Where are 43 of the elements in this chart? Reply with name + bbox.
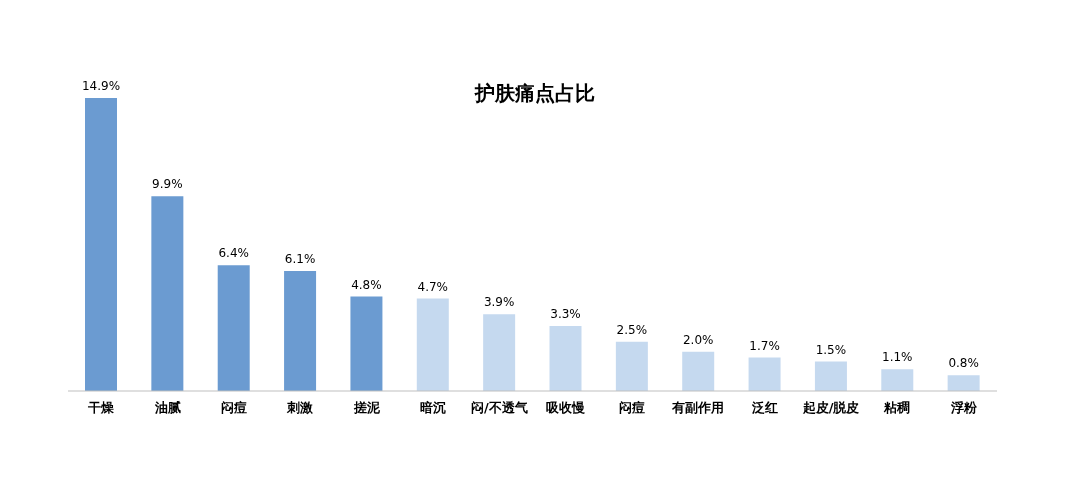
- bar: [947, 375, 980, 391]
- data-label: 1.1%: [882, 350, 913, 365]
- x-tick-label: 刺激: [286, 400, 315, 416]
- x-tick-label: 浮粉: [949, 400, 978, 416]
- bar: [615, 341, 648, 391]
- x-tick-label: 吸收慢: [546, 400, 586, 416]
- x-tick-label: 粘稠: [883, 400, 911, 416]
- bar: [85, 98, 117, 391]
- data-label: 2.0%: [682, 332, 714, 347]
- x-tick-label: 闷痘: [619, 400, 646, 416]
- bar: [682, 351, 715, 391]
- data-label: 1.5%: [815, 342, 847, 357]
- x-tick-label: 闷痘: [220, 400, 247, 416]
- data-label: 4.7%: [417, 279, 449, 294]
- data-label: 6.4%: [218, 246, 249, 261]
- x-tick-label: 干燥: [87, 400, 115, 416]
- data-label: 6.1%: [284, 252, 316, 267]
- x-tick-label: 油腻: [153, 400, 181, 416]
- bar: [151, 196, 184, 391]
- x-tick-label: 有副作用: [671, 400, 725, 416]
- x-tick-label: 搓泥: [352, 400, 381, 416]
- x-tick-label: 闷/不透气: [470, 400, 528, 416]
- x-tick-label: 暗沉: [419, 400, 446, 416]
- bar: [881, 369, 914, 391]
- data-label: 2.5%: [616, 322, 648, 337]
- chart-title: 护肤痛点占比: [475, 81, 595, 105]
- bar: [217, 265, 250, 391]
- data-label: 1.7%: [749, 338, 780, 353]
- data-label: 3.3%: [550, 307, 581, 322]
- bar: [748, 357, 781, 391]
- data-label: 4.8%: [351, 277, 382, 292]
- bar: [416, 298, 449, 391]
- x-tick-label: 泛红: [750, 400, 778, 416]
- data-label: 0.8%: [948, 356, 979, 371]
- bar: [284, 271, 317, 391]
- data-label: 9.9%: [152, 177, 183, 192]
- bar: [549, 326, 582, 391]
- bar: [350, 296, 383, 391]
- bar: [483, 314, 516, 391]
- x-tick-label: 起皮/脱皮: [801, 400, 860, 416]
- data-label: 3.9%: [483, 295, 515, 310]
- data-label: 14.9%: [81, 79, 121, 93]
- bar: [814, 361, 847, 391]
